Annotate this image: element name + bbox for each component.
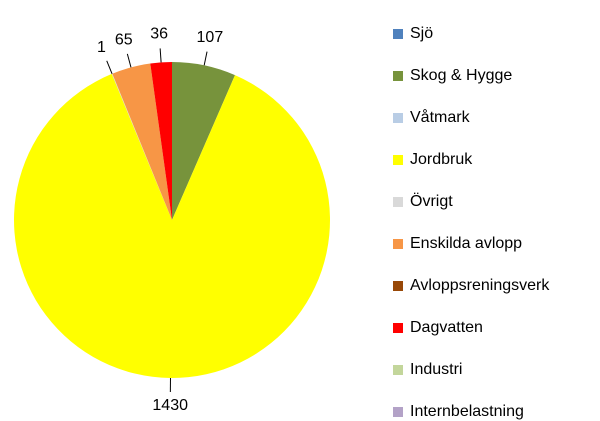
- legend-swatch: [393, 197, 403, 207]
- leader-line: [159, 48, 162, 63]
- legend-swatch: [393, 29, 403, 39]
- data-label: 36: [150, 26, 168, 43]
- legend-label: Internbelastning: [410, 403, 524, 420]
- data-label: 107: [197, 29, 224, 46]
- pie-slice: [112, 63, 172, 220]
- data-label: 1: [97, 39, 106, 56]
- leader-line: [106, 60, 113, 75]
- legend-label: Dagvatten: [410, 319, 483, 336]
- legend-label: Industri: [410, 361, 462, 378]
- pie-slice: [14, 73, 331, 378]
- legend-swatch: [393, 407, 403, 417]
- legend-swatch: [393, 113, 403, 123]
- data-label: 1430: [152, 397, 188, 414]
- legend-swatch: [393, 365, 403, 375]
- pie-slice: [111, 73, 172, 221]
- legend-label: Sjö: [410, 25, 433, 42]
- legend-label: Övrigt: [410, 192, 453, 210]
- data-label: 65: [115, 32, 133, 49]
- legend-swatch: [393, 71, 403, 81]
- legend-swatch: [393, 239, 403, 249]
- pie-slice: [150, 62, 172, 220]
- leader-line: [126, 53, 132, 68]
- leader-line: [203, 51, 208, 66]
- legend-swatch: [393, 281, 403, 291]
- pie-slice: [172, 62, 236, 220]
- legend-label: Avloppsreningsverk: [410, 277, 550, 294]
- legend-label: Jordbruk: [410, 151, 473, 168]
- legend-swatch: [393, 155, 403, 165]
- legend-label: Enskilda avlopp: [410, 235, 522, 252]
- legend-label: Våtmark: [410, 108, 471, 126]
- legend-swatch: [393, 323, 403, 333]
- legend-label: Skog & Hygge: [410, 67, 512, 84]
